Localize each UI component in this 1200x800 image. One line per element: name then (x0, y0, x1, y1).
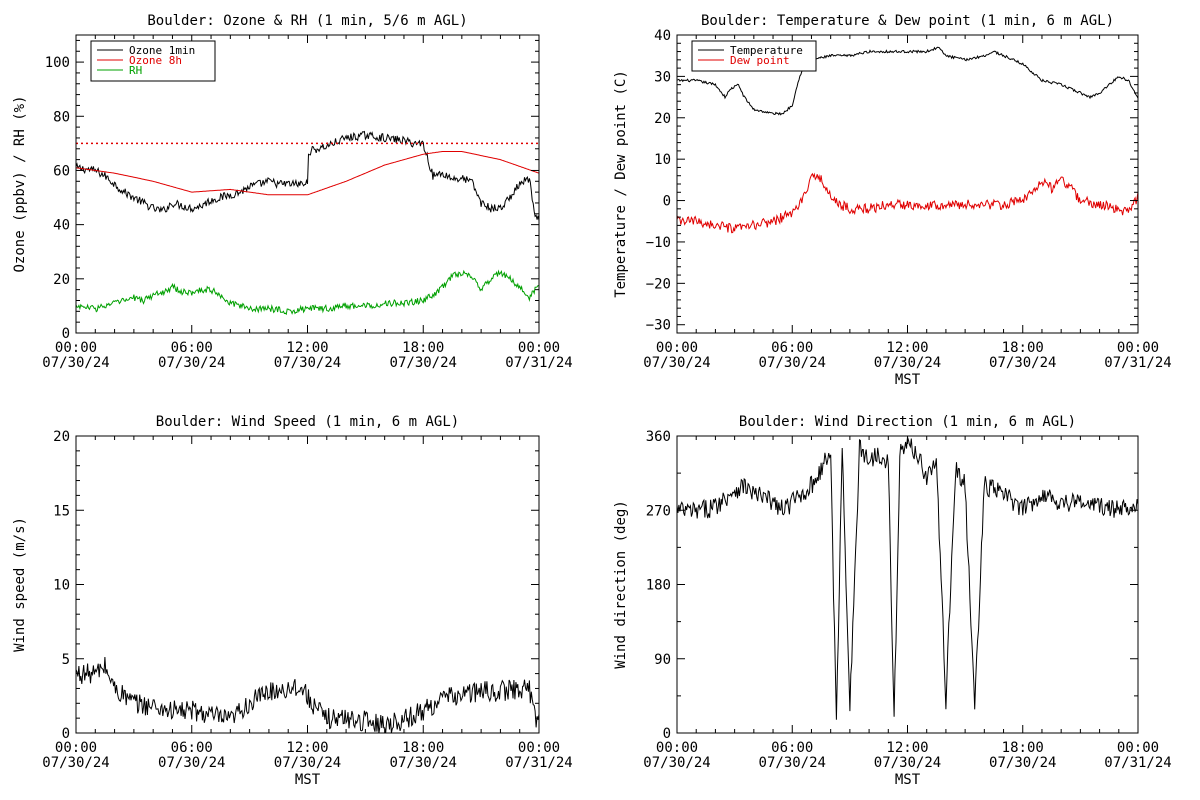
x-tick-label: 07/31/24 (1104, 755, 1171, 771)
chart-title: Boulder: Wind Speed (1 min, 6 m AGL) (156, 414, 459, 430)
legend-label: Dew point (730, 54, 790, 67)
x-tick-label: 07/30/24 (274, 355, 341, 371)
y-axis-label: Wind speed (m/s) (12, 517, 28, 652)
x-tick-label: 00:00 (518, 340, 560, 356)
y-axis-label: Temperature / Dew point (C) (613, 70, 629, 298)
x-tick-label: 12:00 (886, 340, 928, 356)
y-tick-label: −10 (646, 235, 671, 251)
y-tick-label: −30 (646, 318, 671, 334)
x-tick-label: 07/30/24 (390, 355, 457, 371)
x-tick-label: 06:00 (171, 740, 213, 756)
y-tick-label: 0 (62, 726, 70, 742)
y-tick-label: 0 (62, 326, 70, 342)
x-tick-label: 12:00 (286, 740, 328, 756)
x-tick-label: 12:00 (286, 340, 328, 356)
x-tick-label: 07/30/24 (989, 355, 1056, 371)
y-tick-label: 15 (53, 503, 70, 519)
y-tick-label: 360 (646, 429, 671, 445)
x-tick-label: 18:00 (402, 340, 444, 356)
y-tick-label: 270 (646, 503, 671, 519)
legend-label: Ozone 1min (129, 44, 195, 57)
x-tick-label: 07/31/24 (505, 355, 572, 371)
x-tick-label: 18:00 (402, 740, 444, 756)
y-tick-label: 40 (654, 28, 671, 44)
y-tick-label: 100 (45, 55, 70, 71)
x-tick-label: 06:00 (171, 340, 213, 356)
y-tick-label: −20 (646, 276, 671, 292)
x-tick-label: 07/30/24 (759, 755, 826, 771)
x-tick-label: 00:00 (656, 740, 698, 756)
x-axis-label: MST (295, 772, 321, 788)
y-tick-label: 90 (654, 652, 671, 668)
series-line-dew-point (677, 172, 1138, 234)
legend-label: Ozone 8h (129, 54, 182, 67)
chart-title: Boulder: Wind Direction (1 min, 6 m AGL) (739, 414, 1076, 430)
x-tick-label: 07/30/24 (643, 355, 710, 371)
series-line-ozone-8h (76, 151, 539, 196)
x-tick-label: 07/30/24 (42, 355, 109, 371)
legend-label: Temperature (730, 44, 803, 57)
series-line-ozone-1min (76, 130, 539, 221)
series-line-temperature (677, 46, 1138, 116)
chart-wind_speed: 00:0007/30/2406:0007/30/2412:0007/30/241… (12, 414, 573, 788)
y-tick-label: 20 (53, 429, 70, 445)
x-tick-label: 07/30/24 (158, 755, 225, 771)
chart-ozone: 00:0007/30/2406:0007/30/2412:0007/30/241… (12, 13, 573, 371)
x-tick-label: 07/30/24 (390, 755, 457, 771)
x-tick-label: 07/30/24 (874, 755, 941, 771)
chart-title: Boulder: Temperature & Dew point (1 min,… (701, 13, 1114, 29)
y-tick-label: 0 (663, 194, 671, 210)
y-tick-label: 10 (654, 152, 671, 168)
y-tick-label: 30 (654, 69, 671, 85)
x-tick-label: 18:00 (1002, 740, 1044, 756)
x-tick-label: 07/30/24 (989, 755, 1056, 771)
x-tick-label: 06:00 (771, 740, 813, 756)
x-tick-label: 00:00 (656, 340, 698, 356)
x-tick-label: 00:00 (55, 340, 97, 356)
series-line-rh (76, 269, 539, 316)
y-tick-label: 40 (53, 218, 70, 234)
x-tick-label: 00:00 (518, 740, 560, 756)
x-tick-label: 07/30/24 (42, 755, 109, 771)
x-axis-label: MST (895, 372, 921, 388)
legend-box (90, 40, 216, 82)
y-tick-label: 60 (53, 163, 70, 179)
x-tick-label: 07/30/24 (158, 355, 225, 371)
x-tick-label: 00:00 (1117, 740, 1159, 756)
series-line-wind_speed (76, 656, 539, 733)
y-tick-label: 10 (53, 578, 70, 594)
x-tick-label: 07/30/24 (643, 755, 710, 771)
chart-title: Boulder: Ozone & RH (1 min, 5/6 m AGL) (147, 13, 467, 29)
x-tick-label: 00:00 (1117, 340, 1159, 356)
x-tick-label: 07/30/24 (274, 755, 341, 771)
chart-temperature: 00:0007/30/2406:0007/30/2412:0007/30/241… (613, 13, 1172, 388)
x-tick-label: 12:00 (886, 740, 928, 756)
legend-label: RH (129, 64, 142, 77)
x-tick-label: 07/30/24 (874, 355, 941, 371)
x-tick-label: 18:00 (1002, 340, 1044, 356)
x-tick-label: 07/31/24 (1104, 355, 1171, 371)
legend-box (691, 40, 817, 72)
y-tick-label: 5 (62, 652, 70, 668)
y-tick-label: 80 (53, 109, 70, 125)
x-tick-label: 06:00 (771, 340, 813, 356)
x-tick-label: 07/30/24 (759, 355, 826, 371)
y-tick-label: 20 (654, 111, 671, 127)
x-tick-label: 07/31/24 (505, 755, 572, 771)
y-axis-label: Ozone (ppbv) / RH (%) (12, 95, 28, 272)
y-tick-label: 180 (646, 578, 671, 594)
y-tick-label: 0 (663, 726, 671, 742)
y-tick-label: 20 (53, 272, 70, 288)
chart-wind_direction: 00:0007/30/2406:0007/30/2412:0007/30/241… (613, 414, 1172, 788)
x-axis-label: MST (895, 772, 921, 788)
x-tick-label: 00:00 (55, 740, 97, 756)
y-axis-label: Wind direction (deg) (613, 500, 629, 669)
